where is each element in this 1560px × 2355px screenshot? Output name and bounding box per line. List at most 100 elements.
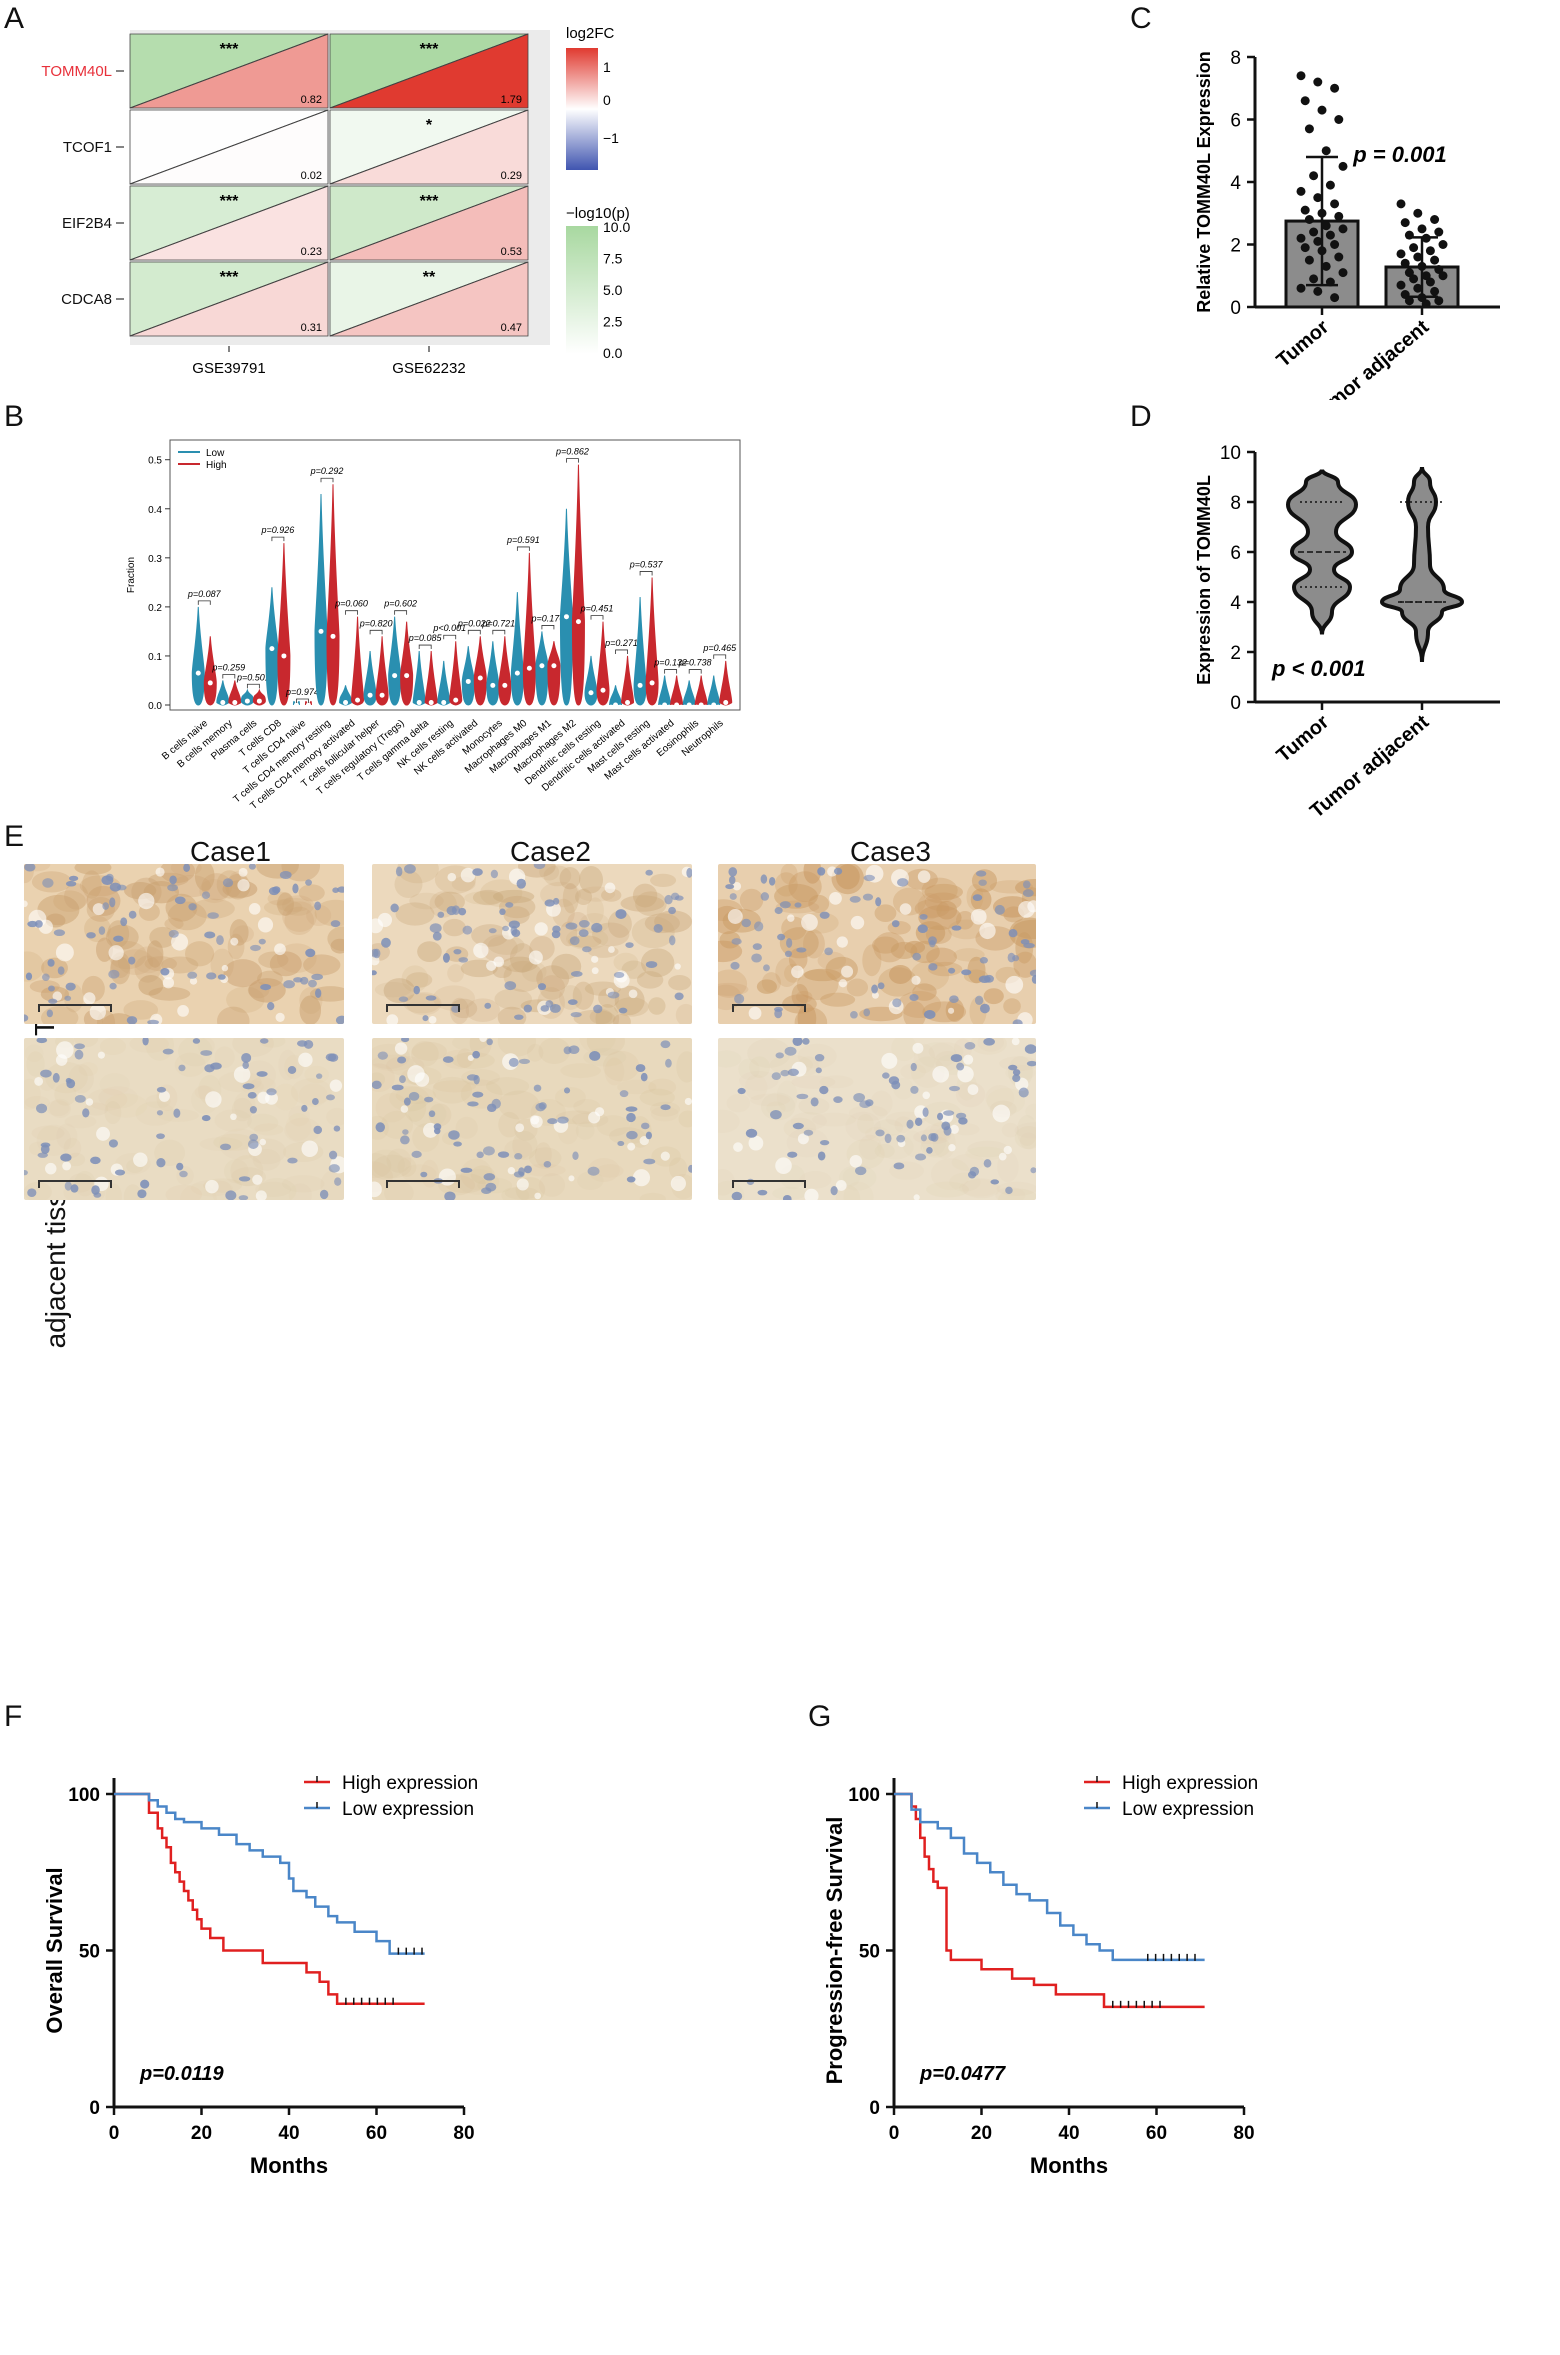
b-pvalue: p=0.926 bbox=[261, 525, 295, 535]
b-legend-low: Low bbox=[206, 448, 225, 459]
b-bracket bbox=[345, 610, 358, 615]
c-data-point bbox=[1425, 246, 1435, 256]
b-violin bbox=[571, 464, 585, 706]
b-bracket bbox=[541, 625, 555, 630]
c-data-point bbox=[1430, 286, 1440, 296]
heatmap-cell-fc-value: 0.53 bbox=[501, 246, 522, 258]
km-y-tick-label: 0 bbox=[89, 2098, 100, 2119]
b-median-dot bbox=[207, 680, 213, 686]
b-pvalue: p=0.085 bbox=[408, 633, 443, 643]
b-median-dot bbox=[256, 698, 262, 704]
b-violin bbox=[363, 651, 377, 706]
b-violin bbox=[252, 688, 266, 706]
b-violin bbox=[707, 675, 721, 706]
b-bracket bbox=[566, 458, 579, 463]
panel-label-b: B bbox=[4, 400, 25, 433]
b-bracket bbox=[713, 654, 727, 659]
c-y-tick-label: 8 bbox=[1230, 48, 1241, 69]
c-data-point bbox=[1330, 199, 1340, 209]
b-y-tick-label: 0.1 bbox=[148, 652, 162, 663]
heatmap-cell-stars: *** bbox=[420, 193, 439, 210]
ihc-image-case2-adjacent bbox=[372, 1038, 692, 1200]
c-data-point bbox=[1296, 71, 1306, 81]
b-violin bbox=[559, 508, 573, 706]
d-y-tick-label: 8 bbox=[1230, 493, 1241, 514]
b-bracket bbox=[418, 644, 432, 650]
c-y-tick-label: 4 bbox=[1230, 173, 1241, 194]
d-pvalue: p < 0.001 bbox=[1271, 656, 1366, 681]
b-median-dot bbox=[195, 670, 201, 676]
b-bracket bbox=[467, 629, 481, 635]
b-y-tick-label: 0.4 bbox=[148, 505, 162, 516]
b-median-dot bbox=[281, 653, 287, 659]
c-data-point bbox=[1409, 274, 1419, 284]
km-x-tick-label: 80 bbox=[453, 2123, 474, 2144]
b-bracket bbox=[492, 629, 506, 635]
c-data-point bbox=[1321, 146, 1331, 156]
heatmap-cell-stars: *** bbox=[220, 269, 239, 286]
heatmap-dataset-label: GSE39791 bbox=[192, 360, 265, 377]
c-y-tick-label: 6 bbox=[1230, 111, 1241, 132]
km-pfs-chart: 0 50 100 0 20 40 60 80 Months Progression-free Su… bbox=[822, 1773, 1258, 2178]
c-data-point bbox=[1404, 296, 1414, 306]
legend-p-tick: 0.0 bbox=[603, 345, 623, 361]
b-median-dot bbox=[563, 614, 569, 620]
ihc-image-case2-tumor bbox=[372, 864, 692, 1024]
km-x-tick-label: 0 bbox=[889, 2123, 900, 2144]
b-median-dot bbox=[465, 678, 471, 684]
b-violin bbox=[596, 621, 610, 706]
c-data-point bbox=[1313, 193, 1323, 203]
c-data-point bbox=[1338, 161, 1348, 171]
legend-p-tick: 2.5 bbox=[603, 314, 623, 330]
heatmap-dataset-labels: GSE39791 GSE62232 bbox=[192, 346, 466, 377]
b-pvalue: p=0.271 bbox=[604, 638, 638, 648]
c-data-point bbox=[1417, 261, 1427, 271]
c-data-point bbox=[1396, 199, 1406, 209]
c-data-point bbox=[1430, 255, 1440, 265]
b-median-dot bbox=[588, 690, 594, 696]
b-violin bbox=[424, 651, 438, 706]
c-x-tick-label: Tumor bbox=[1273, 316, 1334, 372]
c-data-point bbox=[1325, 230, 1335, 240]
b-violin bbox=[670, 675, 684, 706]
c-data-point bbox=[1425, 277, 1435, 287]
b-legend-high: High bbox=[206, 460, 227, 471]
km-x-tick-label: 0 bbox=[109, 2123, 120, 2144]
c-data-point bbox=[1317, 246, 1327, 256]
b-median-dot bbox=[244, 698, 250, 704]
c-data-point bbox=[1309, 274, 1319, 284]
km-y-axis-label: Overall Survival bbox=[42, 1867, 67, 2033]
panel-label-a: A bbox=[4, 2, 25, 35]
b-violin bbox=[388, 616, 402, 706]
b-violin bbox=[609, 685, 623, 706]
legend-fc-tick: 0 bbox=[603, 92, 611, 108]
b-bracket bbox=[516, 546, 530, 551]
d-y-tick-label: 10 bbox=[1220, 443, 1241, 464]
km-y-tick-label: 0 bbox=[869, 2098, 880, 2119]
b-violin bbox=[277, 543, 291, 706]
b-pvalue: p=0.721 bbox=[481, 618, 515, 628]
heatmap-gene-label: CDCA8 bbox=[61, 291, 112, 308]
b-violin bbox=[510, 592, 524, 706]
b-violin bbox=[547, 641, 561, 706]
b-median-dot bbox=[404, 673, 410, 679]
c-data-point bbox=[1430, 215, 1440, 224]
b-y-axis-label: Fraction bbox=[126, 557, 137, 593]
c-pvalue: p = 0.001 bbox=[1352, 142, 1447, 167]
b-violin bbox=[314, 494, 328, 706]
b-violin bbox=[461, 646, 475, 706]
b-pvalue: p=0.087 bbox=[187, 589, 222, 599]
b-violin bbox=[191, 606, 205, 706]
b-pvalue: p=0.132 bbox=[653, 658, 687, 668]
heatmap-cell-diagonal bbox=[129, 185, 329, 261]
b-median-dot bbox=[453, 697, 459, 703]
b-pvalue: p=0.537 bbox=[629, 559, 664, 569]
legend-p-tick: 10.0 bbox=[603, 219, 630, 235]
b-pvalue: p=0.862 bbox=[555, 447, 589, 457]
c-data-point bbox=[1321, 221, 1331, 231]
b-pvalue: p<0.001 bbox=[432, 623, 466, 633]
